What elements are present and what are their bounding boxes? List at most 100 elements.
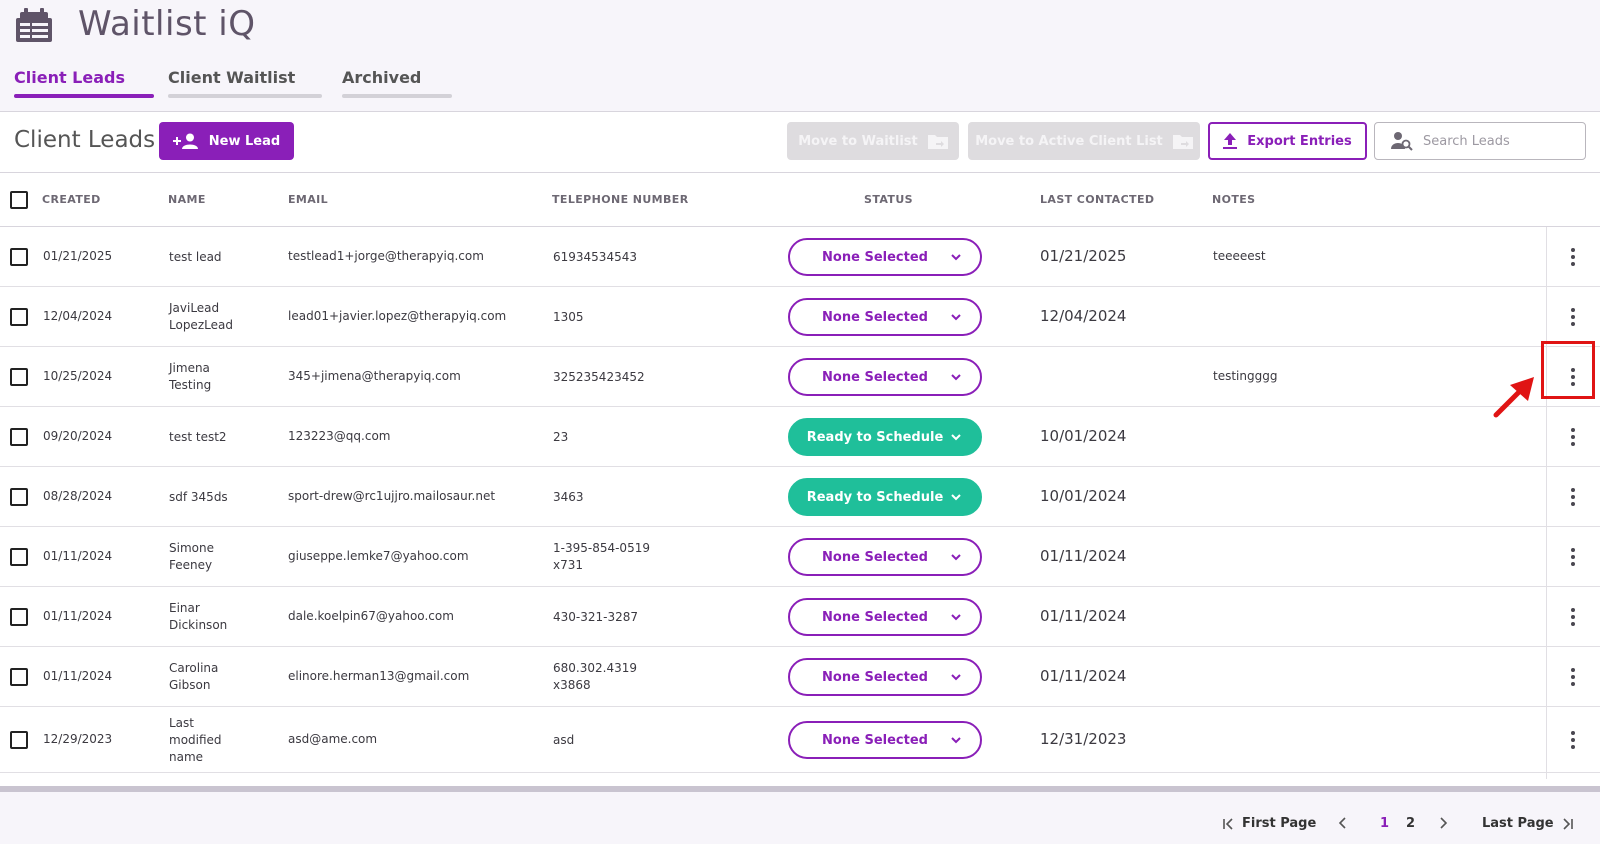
lead-name-line: Jimena: [169, 361, 210, 375]
last-contacted-date: 01/21/2025: [1040, 247, 1127, 265]
lead-name-line: JaviLead: [169, 301, 220, 315]
folder-move-icon: [927, 135, 948, 149]
status-dropdown[interactable]: None Selected: [788, 238, 982, 276]
status-dropdown[interactable]: None Selected: [788, 538, 982, 576]
horizontal-scrollbar[interactable]: [0, 786, 1600, 792]
row-menu-kebab-icon[interactable]: [1566, 605, 1580, 629]
row-select-checkbox[interactable]: [10, 488, 28, 506]
row-select-checkbox[interactable]: [10, 731, 28, 749]
telephone-line: 680.302.4319: [553, 661, 637, 675]
tab-client-leads[interactable]: Client Leads: [14, 68, 154, 98]
lead-telephone: 23: [553, 429, 568, 446]
lead-name[interactable]: JaviLead LopezLead: [169, 300, 233, 334]
row-menu-kebab-icon[interactable]: [1566, 365, 1580, 389]
next-page-button[interactable]: [1436, 816, 1450, 830]
tab-client-waitlist[interactable]: Client Waitlist: [168, 68, 322, 98]
status-dropdown[interactable]: Ready to Schedule: [788, 418, 982, 456]
row-select-checkbox[interactable]: [10, 368, 28, 386]
status-dropdown[interactable]: None Selected: [788, 358, 982, 396]
status-dropdown[interactable]: None Selected: [788, 598, 982, 636]
last-contacted-date: 01/11/2024: [1040, 667, 1127, 685]
row-select-checkbox[interactable]: [10, 248, 28, 266]
table-row[interactable]: 01/21/2025 test lead testlead1+jorge@thera…: [0, 227, 1600, 287]
row-menu-kebab-icon[interactable]: [1566, 485, 1580, 509]
created-date: 01/21/2025: [43, 249, 113, 263]
row-menu-kebab-icon[interactable]: [1566, 425, 1580, 449]
lead-name[interactable]: sdf 345ds: [169, 489, 228, 506]
column-header-telephone[interactable]: TELEPHONE NUMBER: [552, 193, 689, 206]
row-select-checkbox[interactable]: [10, 548, 28, 566]
table-row[interactable]: 10/25/2024 Jimena Testing 345+jimena@therap…: [0, 347, 1600, 407]
status-dropdown[interactable]: None Selected: [788, 658, 982, 696]
move-to-active-client-list-button[interactable]: Move to Active Client List: [968, 122, 1200, 160]
lead-name[interactable]: Last modified name: [169, 715, 222, 766]
column-header-notes[interactable]: NOTES: [1212, 193, 1256, 206]
telephone-line: 1305: [553, 309, 584, 324]
lead-email: 345+jimena@therapyiq.com: [288, 369, 461, 383]
lead-name[interactable]: Einar Dickinson: [169, 600, 227, 634]
table-row[interactable]: 08/28/2024 sdf 345ds sport-drew@rc1ujjro.m…: [0, 467, 1600, 527]
select-all-checkbox[interactable]: [10, 191, 28, 209]
row-menu-kebab-icon[interactable]: [1566, 305, 1580, 329]
status-dropdown[interactable]: Ready to Schedule: [788, 478, 982, 516]
move-to-waitlist-button[interactable]: Move to Waitlist: [787, 122, 959, 160]
upload-icon: [1223, 133, 1238, 149]
lead-name[interactable]: Jimena Testing: [169, 360, 211, 394]
row-select-checkbox[interactable]: [10, 608, 28, 626]
lead-name[interactable]: test lead: [169, 249, 222, 266]
page-2-button[interactable]: 2: [1406, 816, 1416, 831]
table-row[interactable]: 01/11/2024 Einar Dickinson dale.koelpin67@y…: [0, 587, 1600, 647]
lead-name-line: Simone: [169, 541, 214, 555]
table-row[interactable]: 01/11/2024 Carolina Gibson elinore.herman13…: [0, 647, 1600, 707]
table-row[interactable]: 09/20/2024 test test2 123223@qq.com 23 Read…: [0, 407, 1600, 467]
column-header-last-contacted[interactable]: LAST CONTACTED: [1040, 193, 1155, 206]
search-leads-input[interactable]: [1423, 133, 1583, 149]
row-menu-kebab-icon[interactable]: [1566, 245, 1580, 269]
last-page-button[interactable]: Last Page: [1482, 816, 1574, 831]
tab-archived[interactable]: Archived: [342, 68, 452, 98]
person-search-icon: [1391, 132, 1413, 151]
lead-email: elinore.herman13@gmail.com: [288, 669, 470, 683]
created-date: 01/11/2024: [43, 669, 113, 683]
row-menu-kebab-icon[interactable]: [1566, 665, 1580, 689]
row-select-checkbox[interactable]: [10, 428, 28, 446]
page-1-button[interactable]: 1: [1380, 816, 1390, 831]
new-lead-button[interactable]: New Lead: [159, 122, 294, 160]
telephone-line: 1-395-854-0519: [553, 541, 650, 555]
lead-name[interactable]: Simone Feeney: [169, 540, 214, 574]
lead-name-line: Last: [169, 715, 194, 730]
row-menu-kebab-icon[interactable]: [1566, 728, 1580, 752]
last-contacted-date: 10/01/2024: [1040, 487, 1127, 505]
table-header: CREATED NAME EMAIL TELEPHONE NUMBER STAT…: [0, 173, 1600, 227]
row-select-checkbox[interactable]: [10, 668, 28, 686]
tab-underline: [14, 94, 154, 98]
row-select-checkbox[interactable]: [10, 308, 28, 326]
created-date: 08/28/2024: [43, 489, 113, 503]
created-date: 01/11/2024: [43, 549, 113, 563]
last-page-label: Last Page: [1482, 816, 1554, 831]
row-menu-kebab-icon[interactable]: [1566, 545, 1580, 569]
lead-name-line: modified: [169, 732, 222, 747]
lead-email: giuseppe.lemke7@yahoo.com: [288, 549, 469, 563]
lead-name[interactable]: test test2: [169, 429, 227, 446]
column-header-name[interactable]: NAME: [168, 193, 206, 206]
lead-name[interactable]: Carolina Gibson: [169, 660, 218, 694]
first-page-button[interactable]: First Page: [1222, 816, 1316, 831]
previous-page-button[interactable]: [1336, 816, 1350, 830]
telephone-line: x3868: [553, 678, 591, 692]
search-leads-box[interactable]: [1374, 122, 1586, 160]
status-dropdown[interactable]: None Selected: [788, 298, 982, 336]
table-row[interactable]: 12/29/2023 Last modified name asd@ame.com asd…: [0, 707, 1600, 773]
column-header-email[interactable]: EMAIL: [288, 193, 329, 206]
export-entries-button[interactable]: Export Entries: [1208, 122, 1367, 160]
column-header-created[interactable]: CREATED: [42, 193, 101, 206]
chevron-down-icon: [951, 314, 961, 321]
last-contacted-date: 10/01/2024: [1040, 427, 1127, 445]
lead-name-line: LopezLead: [169, 318, 233, 332]
column-header-status[interactable]: STATUS: [864, 193, 913, 206]
status-dropdown[interactable]: None Selected: [788, 721, 982, 759]
lead-telephone: 1305: [553, 309, 584, 326]
table-row[interactable]: 01/11/2024 Simone Feeney giuseppe.lemke7@ya…: [0, 527, 1600, 587]
first-page-icon: [1223, 817, 1233, 830]
table-row[interactable]: 12/04/2024 JaviLead LopezLead lead01+javier…: [0, 287, 1600, 347]
